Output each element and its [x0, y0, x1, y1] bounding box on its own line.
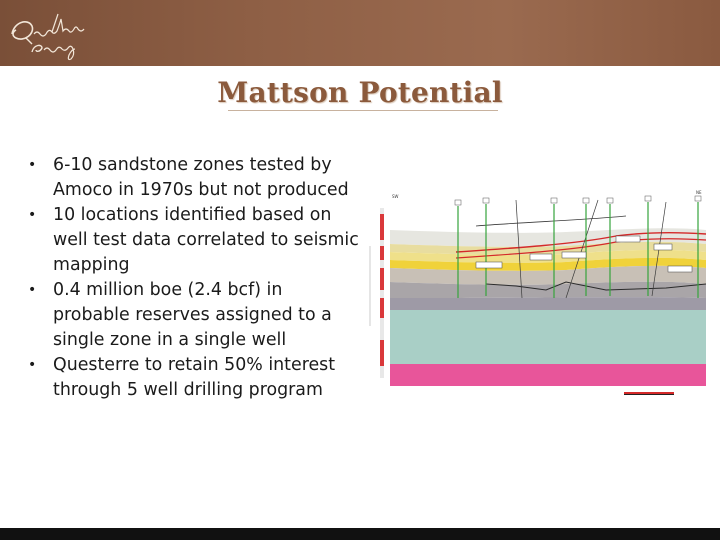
cross-section-right-label: NE [696, 190, 702, 195]
header-band [0, 0, 720, 66]
company-logo [6, 4, 106, 62]
bullet-text: 6-10 sandstone zones tested by Amoco in … [53, 155, 349, 200]
geologic-cross-section: SW NE [366, 186, 710, 402]
bullet-item: • Questerre to retain 50% interest throug… [24, 353, 364, 403]
bullet-list: • 6-10 sandstone zones tested by Amoco in… [24, 153, 364, 403]
bullet-dot: • [28, 157, 37, 173]
bullet-dot: • [28, 207, 37, 223]
cross-section-graphic: SW NE [366, 186, 710, 402]
slide-title: Mattson Potential [217, 76, 503, 109]
cross-section-left-label: SW [392, 194, 399, 199]
footer-band [0, 528, 720, 540]
logo-mark [11, 13, 85, 61]
bullet-dot: • [28, 282, 37, 298]
bullet-item: • 0.4 million boe (2.4 bcf) in probable r… [24, 278, 364, 353]
bullet-text: 10 locations identified based on well te… [53, 205, 359, 275]
bullet-text: Questerre to retain 50% interest through… [53, 355, 336, 400]
bullet-text: 0.4 million boe (2.4 bcf) in probable re… [53, 280, 332, 350]
bullet-dot: • [28, 357, 37, 373]
bullet-item: • 6-10 sandstone zones tested by Amoco in… [24, 153, 364, 203]
bullet-item: • 10 locations identified based on well t… [24, 203, 364, 278]
title-underline [228, 110, 498, 111]
